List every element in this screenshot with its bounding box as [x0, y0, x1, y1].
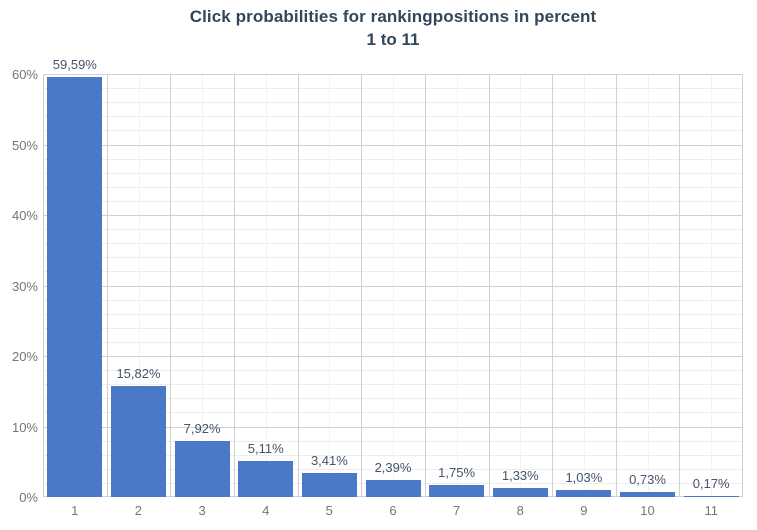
gridline-major-horizontal [43, 74, 743, 75]
gridline-major-vertical [106, 74, 108, 497]
gridline-major-horizontal [43, 356, 743, 357]
bar-value-label: 1,75% [438, 464, 476, 480]
bar-value-label: 2,39% [374, 460, 412, 476]
x-axis-tick-label: 4 [262, 503, 270, 518]
x-axis-tick-label: 7 [452, 503, 461, 518]
x-axis-tick-label: 1 [71, 503, 79, 518]
bar-value-label: 5,11% [247, 441, 284, 456]
bar-position-9[interactable] [556, 489, 612, 497]
gridline-major-vertical [488, 74, 490, 497]
bar-value-label: 7,92% [183, 421, 221, 437]
x-axis-tick-label: 5 [325, 503, 333, 518]
chart-title: Click probabilities for rankingpositions… [189, 7, 597, 26]
x-axis-tick-label: 10 [640, 503, 655, 518]
y-axis-tick-label: 40% [11, 208, 38, 223]
bar-position-11[interactable] [683, 495, 739, 497]
gridline-major-vertical [297, 74, 299, 497]
gridline-major-vertical [742, 74, 743, 497]
y-axis-tick-label: 10% [11, 419, 38, 435]
bar-value-label: 59,59% [52, 56, 97, 72]
chart-subtitle: 1 to 11 [366, 30, 420, 49]
bar-value-label: 0,17% [692, 475, 730, 491]
bar-position-5[interactable] [301, 473, 357, 497]
bar-position-6[interactable] [365, 480, 421, 497]
bar-value-label: 3,41% [310, 453, 348, 468]
gridline-major-vertical [615, 74, 617, 497]
x-axis-tick-label: 8 [516, 503, 524, 518]
bar-position-8[interactable] [492, 487, 548, 497]
gridline-major-vertical [552, 74, 554, 497]
bar-position-10[interactable] [620, 491, 675, 497]
y-axis-tick-label: 30% [11, 278, 38, 294]
y-axis-tick-label: 60% [11, 67, 38, 82]
bar-value-label: 1,33% [501, 467, 539, 483]
x-axis-tick-label: 6 [389, 503, 397, 518]
gridline-major-vertical [43, 74, 44, 497]
bar-position-7[interactable] [429, 484, 485, 497]
gridline-major-horizontal [43, 215, 743, 216]
plot-area: 59,59% 15,82% 7,92% 5,11% 3,41% 2,39% 1,75% 1,3… [43, 57, 743, 497]
x-axis-tick-label: 11 [704, 503, 718, 518]
gridline-major-vertical [361, 74, 363, 497]
y-axis-tick-label: 0% [19, 490, 38, 505]
x-axis-tick-label: 9 [580, 503, 588, 518]
bar-position-3[interactable] [174, 441, 230, 497]
x-axis-tick-label: 2 [134, 503, 142, 518]
gridline-major-vertical [170, 74, 172, 497]
bar-position-4[interactable] [238, 461, 294, 497]
x-axis-tick-label: 3 [198, 503, 206, 518]
gridline-major-vertical [424, 74, 426, 497]
y-axis-tick-label: 20% [11, 349, 38, 364]
gridline-major-vertical [679, 74, 681, 497]
y-axis-tick-label: 50% [11, 137, 38, 153]
gridline-major-horizontal [43, 144, 743, 146]
bar-position-2[interactable] [111, 385, 166, 497]
bar-value-label: 1,03% [565, 469, 603, 485]
gridline-major-vertical [233, 74, 235, 497]
bar-value-label: 0,73% [629, 471, 666, 487]
bar-value-label: 15,82% [116, 365, 161, 381]
gridline-major-horizontal [43, 426, 743, 428]
bar-position-1[interactable] [47, 76, 103, 497]
gridline-major-horizontal [43, 285, 743, 287]
